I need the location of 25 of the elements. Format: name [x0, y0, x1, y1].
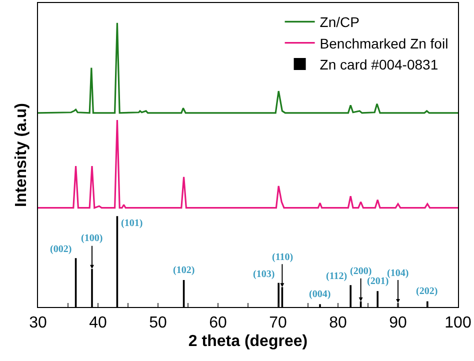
legend-label: Zn card #004-0831 [320, 56, 438, 72]
x-tick-label: 80 [329, 314, 347, 332]
annotation: (110) [272, 252, 294, 263]
annotation: (112) [326, 271, 348, 282]
annotation: (004) [309, 289, 331, 300]
x-tick-label: 70 [269, 314, 287, 332]
annotation: (200) [350, 266, 372, 277]
x-tick-label: 50 [149, 314, 167, 332]
annotation: (104) [387, 268, 409, 279]
annotation: (100) [81, 233, 103, 244]
legend-label: Benchmarked Zn foil [320, 35, 448, 52]
x-tick-label: 60 [209, 314, 227, 332]
x-axis-title: 2 theta (degree) [188, 333, 308, 350]
x-tick-label: 100 [444, 314, 472, 332]
annotation: (103) [253, 269, 275, 280]
legend-label: Zn/CP [320, 14, 360, 30]
annotation: (201) [367, 276, 389, 287]
x-tick-label: 90 [389, 314, 407, 332]
annotation: (102) [173, 265, 195, 276]
y-axis-title: Intensity (a.u) [12, 102, 30, 208]
annotation: (002) [50, 244, 72, 255]
x-tick-label: 30 [29, 314, 47, 332]
annotation: (101) [121, 218, 143, 229]
x-tick-label: 40 [89, 314, 107, 332]
annotation: (202) [416, 286, 438, 297]
